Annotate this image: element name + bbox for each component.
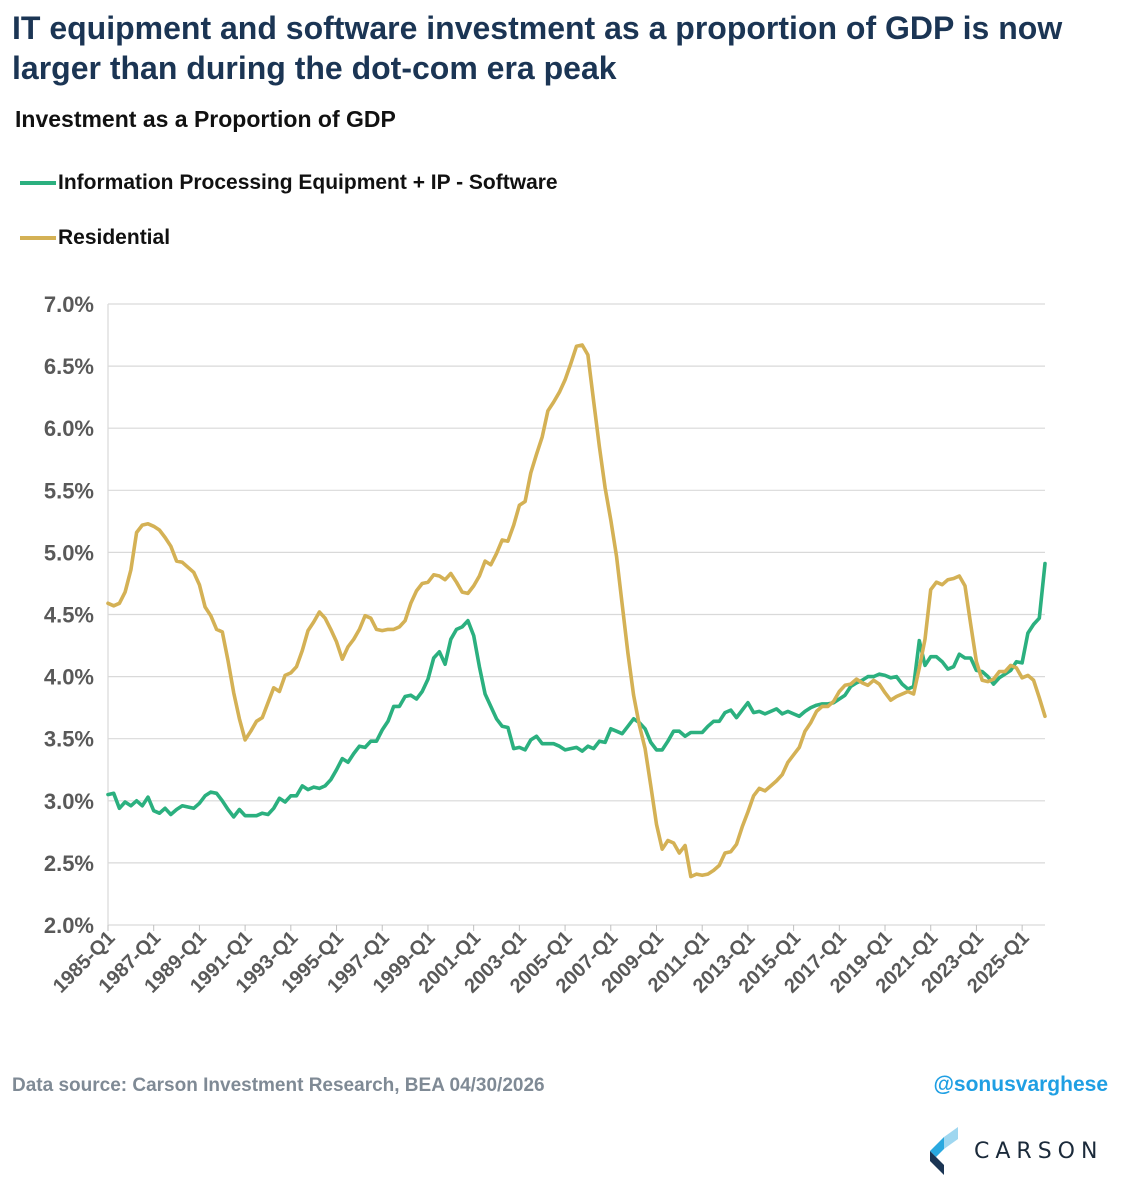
- plot-area: [106, 343, 1047, 879]
- carson-logo: CARSON: [930, 1126, 1110, 1176]
- legend-swatch-residential: [20, 236, 56, 240]
- y-tick-label: 3.5%: [44, 727, 94, 752]
- series-line-it-investment: [106, 561, 1047, 819]
- chart-title: Investment as a Proportion of GDP: [15, 106, 396, 132]
- y-tick-label: 7.0%: [44, 292, 94, 317]
- y-tick-label: 3.0%: [44, 789, 94, 814]
- carson-chevron-logo-icon: [930, 1127, 958, 1175]
- y-tick-label: 6.0%: [44, 416, 94, 441]
- author-handle[interactable]: @sonusvarghese: [933, 1073, 1108, 1096]
- brand-name: CARSON: [974, 1138, 1104, 1164]
- legend-swatch-it: [20, 181, 56, 185]
- y-tick-label: 6.5%: [44, 354, 94, 379]
- legend-entry-it: Information Processing Equipment + IP - …: [20, 170, 558, 196]
- legend-label-it: Information Processing Equipment + IP - …: [58, 171, 558, 194]
- y-tick-label: 2.0%: [44, 913, 94, 938]
- gridlines: [107, 303, 1045, 926]
- series-line-residential: [106, 343, 1047, 879]
- y-axis: 7.0% 6.5% 6.0% 5.5% 5.0% 4.5% 4.0% 3.5% 3.0% 2.5%…: [44, 292, 94, 938]
- y-tick-label: 4.5%: [44, 603, 94, 628]
- y-tick-label: 5.5%: [44, 478, 94, 503]
- data-source-note: Data source: Carson Investment Research,…: [12, 1075, 545, 1096]
- line-chart: 7.0% 6.5% 6.0% 5.5% 5.0% 4.5% 4.0% 3.5% 3.0% 2.5%…: [44, 292, 1047, 998]
- x-axis: 1985-Q11987-Q11989-Q11991-Q11993-Q11995-…: [49, 925, 1034, 998]
- legend-label-residential: Residential: [58, 226, 171, 249]
- y-tick-label: 2.5%: [44, 851, 94, 876]
- y-tick-label: 5.0%: [44, 540, 94, 565]
- headline: IT equipment and software investment as …: [12, 10, 1063, 86]
- y-tick-label: 4.0%: [44, 665, 94, 690]
- legend-entry-residential: Residential: [20, 225, 170, 251]
